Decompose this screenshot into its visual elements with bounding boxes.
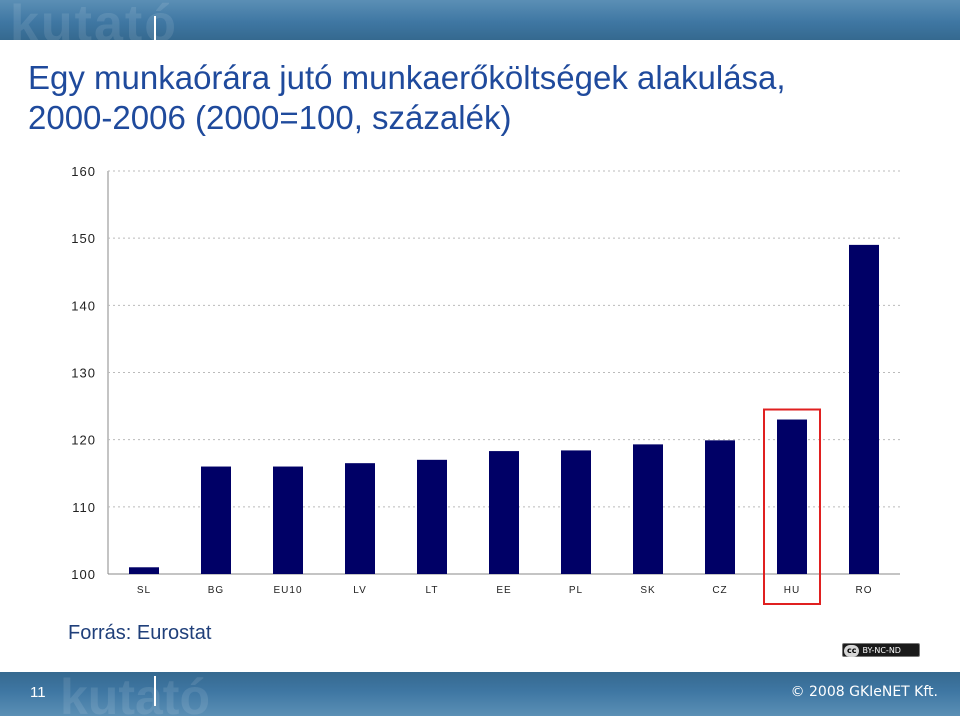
bar-pl [561, 450, 591, 574]
page-number: 11 [30, 684, 46, 701]
x-tick-label: SK [640, 585, 655, 596]
x-tick-label: EU10 [273, 585, 302, 596]
y-tick-label: 160 [71, 164, 96, 179]
license-badge[interactable]: cc BY-NC-ND [842, 643, 920, 657]
highlight-layer [763, 408, 821, 605]
bar-lt [417, 459, 447, 574]
y-tick-label: 120 [71, 433, 96, 448]
bar-eu10 [273, 466, 303, 574]
cc-icon: cc [844, 645, 860, 657]
footer-divider [154, 676, 156, 706]
license-text: BY-NC-ND [862, 646, 901, 655]
y-axis-ticks: 100 110 120 130 140 150 160 [71, 164, 96, 582]
bar-ee [489, 451, 519, 574]
header-watermark: kutató [10, 0, 178, 53]
x-tick-label: HU [784, 585, 800, 596]
source-note: Forrás: Eurostat [68, 622, 212, 644]
x-tick-label: CZ [712, 585, 727, 596]
title-line-2: 2000-2006 (2000=100, százalék) [28, 99, 512, 136]
y-tick-label: 100 [71, 567, 96, 582]
bars [129, 244, 879, 574]
x-tick-label: RO [856, 585, 873, 596]
title-line-1: Egy munkaórára jutó munkaerőköltségek al… [28, 59, 786, 96]
bar-bg [201, 466, 231, 574]
y-tick-label: 140 [71, 298, 96, 313]
x-tick-label: BG [208, 585, 224, 596]
header-divider [154, 16, 156, 46]
y-tick-label: 130 [71, 366, 96, 381]
highlight-box [763, 408, 821, 605]
y-tick-label: 150 [71, 231, 96, 246]
x-tick-label: LV [353, 585, 367, 596]
y-tick-label: 110 [72, 500, 96, 515]
bar-cz [705, 440, 735, 574]
bar-hu [777, 419, 807, 574]
x-tick-label: EE [496, 585, 511, 596]
bar-sk [633, 444, 663, 574]
bar-lv [345, 463, 375, 574]
x-tick-label: PL [569, 585, 583, 596]
x-tick-label: LT [426, 585, 439, 596]
x-tick-label: SL [137, 585, 151, 596]
x-axis-labels: SL BG EU10 LV LT EE PL SK CZ HU RO [137, 585, 873, 596]
footer-watermark: kutató [60, 669, 210, 725]
bar-ro [849, 244, 879, 574]
slide-title: Egy munkaórára jutó munkaerőköltségek al… [28, 58, 948, 138]
copyright: © 2008 GKIeNET Kft. [790, 684, 938, 700]
footer-band: kutató [0, 669, 960, 725]
bar-sl [129, 567, 159, 574]
header-band: kutató [0, 0, 960, 53]
